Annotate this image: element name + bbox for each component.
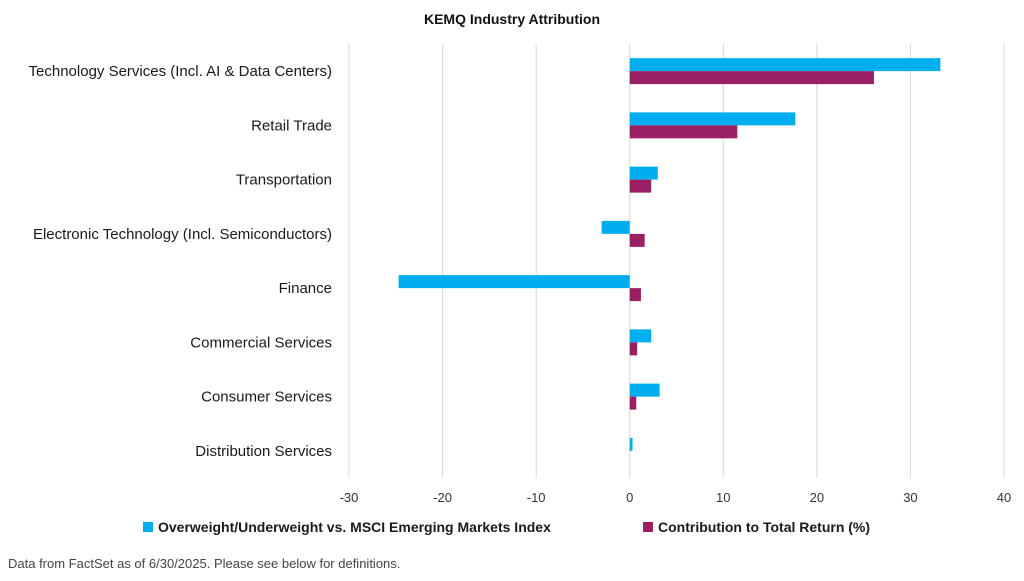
category-label: Consumer Services — [201, 389, 332, 406]
x-tick-label: 30 — [903, 490, 917, 505]
x-tick-label: -20 — [433, 490, 452, 505]
bar-overweight — [399, 275, 630, 288]
footnote: Data from FactSet as of 6/30/2025. Pleas… — [8, 556, 400, 571]
bar-overweight — [602, 221, 630, 234]
chart-container: KEMQ Industry Attribution Technology Ser… — [0, 0, 1024, 576]
legend-label-contribution: Contribution to Total Return (%) — [658, 519, 870, 535]
bar-overweight — [630, 438, 633, 451]
bar-overweight — [630, 112, 796, 125]
category-label: Commercial Services — [190, 334, 332, 351]
x-axis-ticks: -30 -20 -10 0 10 20 30 40 — [340, 490, 1012, 505]
chart-title: KEMQ Industry Attribution — [424, 11, 600, 27]
legend-swatch-overweight — [143, 522, 153, 532]
bar-overweight — [630, 329, 652, 342]
legend: Overweight/Underweight vs. MSCI Emerging… — [143, 519, 870, 535]
category-label: Finance — [279, 280, 332, 297]
x-tick-label: -10 — [527, 490, 546, 505]
legend-label-overweight: Overweight/Underweight vs. MSCI Emerging… — [158, 519, 551, 535]
category-label: Technology Services (Incl. AI & Data Cen… — [29, 63, 332, 80]
category-label: Distribution Services — [195, 443, 332, 460]
bar-contribution — [630, 180, 652, 193]
category-labels: Technology Services (Incl. AI & Data Cen… — [29, 63, 332, 460]
x-tick-label: 0 — [626, 490, 633, 505]
category-label: Electronic Technology (Incl. Semiconduct… — [33, 226, 332, 243]
legend-swatch-contribution — [643, 522, 653, 532]
category-label: Retail Trade — [251, 117, 332, 134]
bar-overweight — [630, 167, 658, 180]
gridlines — [349, 44, 1004, 478]
bar-overweight — [630, 58, 941, 71]
bar-overweight — [630, 384, 660, 397]
bar-contribution — [630, 397, 637, 410]
bars — [399, 58, 941, 451]
x-tick-label: 40 — [997, 490, 1011, 505]
x-tick-label: -30 — [340, 490, 359, 505]
x-tick-label: 10 — [716, 490, 730, 505]
x-tick-label: 20 — [810, 490, 824, 505]
bar-contribution — [630, 125, 738, 138]
category-label: Transportation — [236, 172, 332, 189]
bar-contribution — [630, 234, 645, 247]
bar-contribution — [630, 71, 874, 84]
bar-contribution — [630, 288, 641, 301]
attribution-bar-chart: KEMQ Industry Attribution Technology Ser… — [0, 0, 1024, 576]
bar-contribution — [630, 342, 637, 355]
